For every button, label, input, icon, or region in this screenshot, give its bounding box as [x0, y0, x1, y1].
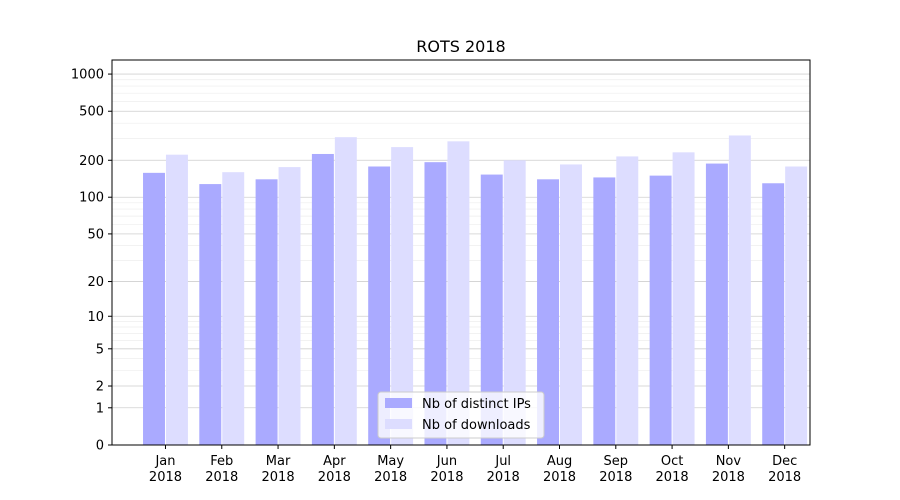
x-tick-label-year: 2018 [712, 470, 745, 485]
bar-downloads [560, 164, 582, 446]
legend-label-downloads: Nb of downloads [422, 418, 531, 433]
bar-downloads [616, 156, 639, 446]
x-tick-label-year: 2018 [599, 470, 632, 485]
bar-downloads [728, 135, 751, 445]
x-tick-label-year: 2018 [487, 470, 520, 485]
x-tick-label-year: 2018 [149, 470, 182, 485]
y-tick-label: 1000 [71, 68, 104, 83]
y-tick-label: 2 [96, 380, 104, 395]
x-tick-label-month: Dec [772, 454, 797, 469]
y-tick-label: 50 [87, 227, 104, 242]
y-tick-label: 1 [96, 401, 104, 416]
bar-distinct-ips [537, 179, 560, 445]
bar-downloads [278, 167, 301, 445]
x-tick-label-month: Oct [661, 454, 683, 469]
legend-swatch-downloads [385, 419, 412, 429]
x-tick-label-month: Nov [716, 454, 742, 469]
x-tick-label-month: Mar [266, 454, 291, 469]
x-tick-label-month: Sep [604, 454, 629, 469]
x-tick-label-month: Jul [494, 454, 511, 469]
x-tick-label-month: Jun [436, 454, 457, 469]
x-tick-label-month: Feb [210, 454, 233, 469]
bar-distinct-ips [649, 175, 672, 446]
bar-distinct-ips [593, 177, 616, 445]
legend-box [377, 391, 545, 439]
bar-distinct-ips [705, 163, 728, 445]
legend-label-ips: Nb of distinct IPs [422, 397, 531, 412]
y-tick-label: 0 [96, 439, 104, 454]
y-tick-label: 100 [79, 191, 104, 206]
y-tick-label: 500 [79, 105, 104, 120]
bars [143, 135, 808, 446]
y-tick-label: 10 [87, 310, 104, 325]
x-tick-label-year: 2018 [262, 470, 295, 485]
x-axis: Jan2018Feb2018Mar2018Apr2018May2018Jun20… [149, 445, 801, 485]
x-tick-label-month: Jan [154, 454, 175, 469]
plot-frame [111, 59, 811, 446]
legend: Nb of distinct IPs Nb of downloads [377, 391, 545, 439]
bar-downloads [165, 154, 188, 445]
bar-distinct-ips [143, 172, 165, 445]
y-axis: 0 1 2 5 10 20 50 100 200 500 1000 [71, 68, 112, 454]
y-tick-label: 20 [87, 275, 104, 290]
bar-distinct-ips [424, 162, 447, 445]
bar-distinct-ips [311, 153, 334, 445]
bar-distinct-ips [368, 166, 391, 446]
y-tick-label: 5 [96, 342, 104, 357]
bar-downloads [672, 152, 695, 445]
x-tick-label-year: 2018 [374, 470, 407, 485]
bar-downloads [503, 160, 526, 445]
x-tick-label-year: 2018 [318, 470, 351, 485]
bar-distinct-ips [199, 184, 222, 445]
legend-swatch-ips [385, 398, 412, 408]
bar-distinct-ips [762, 183, 785, 445]
x-tick-label-year: 2018 [656, 470, 689, 485]
x-tick-label-year: 2018 [205, 470, 238, 485]
x-tick-label-month: May [377, 454, 404, 469]
bar-downloads [222, 172, 245, 446]
bar-downloads [334, 137, 357, 445]
bar-distinct-ips [480, 174, 503, 446]
y-tick-label: 200 [79, 154, 104, 169]
bar-downloads [391, 147, 414, 445]
bar-downloads [785, 166, 808, 446]
bar-downloads [447, 141, 470, 445]
chart-title: ROTS 2018 [416, 37, 505, 56]
x-tick-label-month: Apr [323, 454, 346, 469]
bar-distinct-ips [255, 179, 278, 445]
x-tick-label-year: 2018 [543, 470, 576, 485]
x-tick-label-year: 2018 [430, 470, 463, 485]
x-tick-label-month: Aug [547, 454, 572, 469]
x-tick-label-year: 2018 [768, 470, 801, 485]
